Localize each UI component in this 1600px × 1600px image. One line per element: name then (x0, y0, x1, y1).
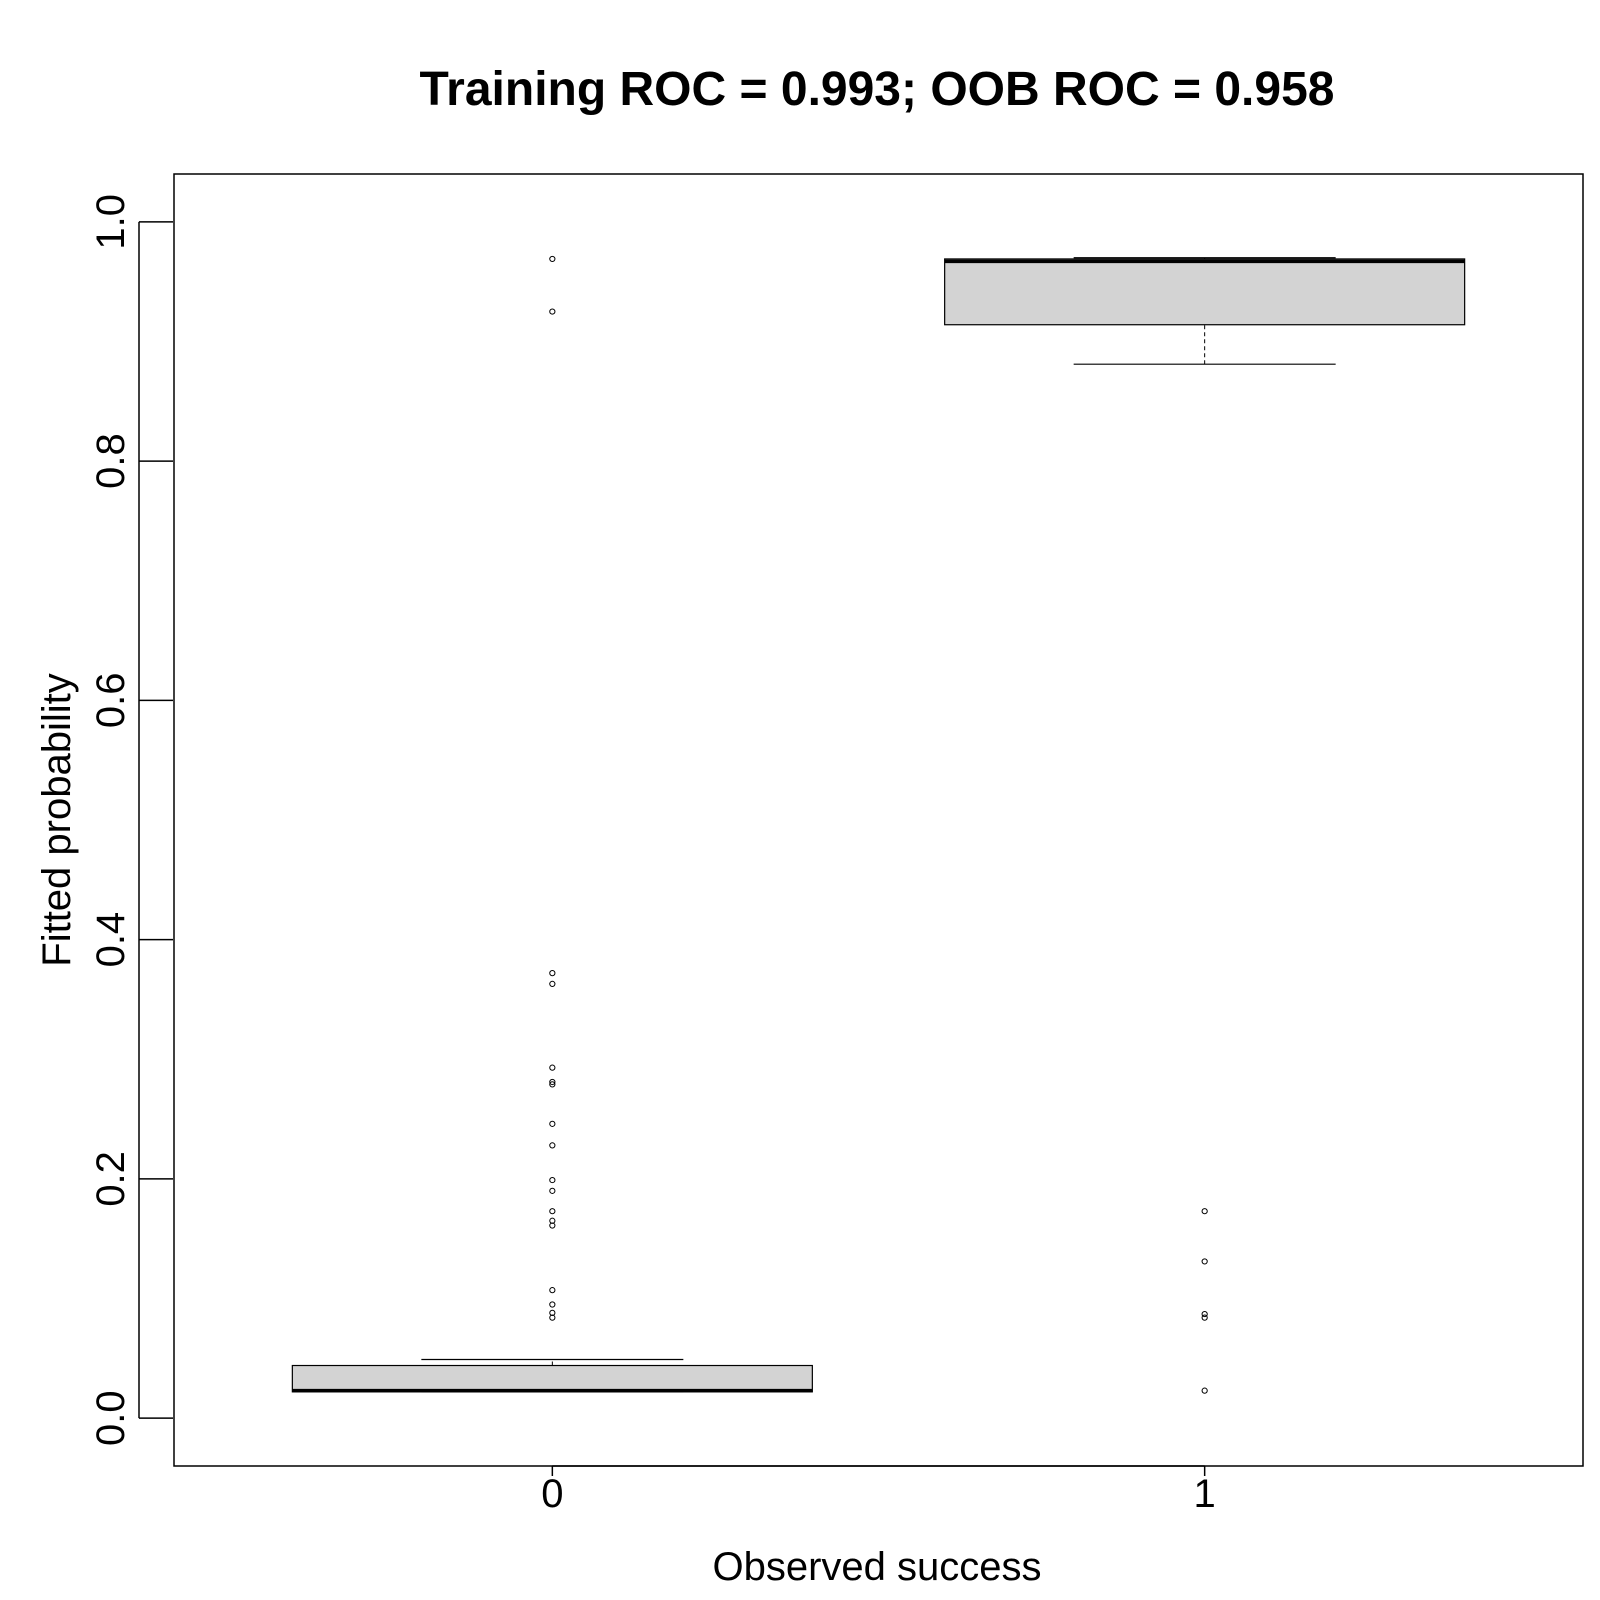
outlier-point (549, 1081, 556, 1088)
box-group-1 (944, 257, 1466, 1394)
outlier-point (549, 980, 556, 987)
outlier-point (549, 1314, 556, 1321)
outlier-point (549, 1208, 556, 1215)
outlier-point (549, 1176, 556, 1184)
box-group-0 (291, 255, 813, 1393)
outlier-point (549, 1078, 556, 1086)
x-tick-label: 1 (1194, 1472, 1216, 1516)
y-tick-label: 1.0 (89, 194, 133, 250)
y-tick-label: 0.6 (89, 673, 133, 729)
outlier-point (549, 970, 556, 977)
outlier-point (1201, 1310, 1208, 1318)
outlier-point (1201, 1258, 1208, 1265)
y-tick-label: 0.8 (89, 433, 133, 489)
chart-title: Training ROC = 0.993; OOB ROC = 0.958 (420, 63, 1335, 116)
outlier-point (549, 1301, 556, 1308)
y-tick-label: 0.0 (89, 1390, 133, 1446)
outlier-point (1201, 1387, 1208, 1394)
y-axis: 0.0 0.2 0.4 0.6 0.8 1.0 (89, 194, 173, 1446)
outlier-point (549, 255, 556, 263)
outlier-point (549, 1287, 556, 1294)
outlier-point (549, 1222, 556, 1229)
box (944, 258, 1466, 326)
outlier-point (549, 1142, 556, 1149)
y-tick-label: 0.4 (89, 912, 133, 968)
outlier-point (1201, 1314, 1208, 1321)
outlier-point (549, 1187, 556, 1194)
outlier-point (1201, 1208, 1208, 1215)
y-tick-label: 0.2 (89, 1151, 133, 1207)
y-axis-label: Fitted probability (35, 673, 79, 966)
x-tick-label: 0 (541, 1472, 563, 1516)
outlier-point (549, 1120, 556, 1127)
x-axis-label: Observed success (712, 1545, 1041, 1589)
plot-frame (173, 173, 1584, 1467)
box (291, 1364, 813, 1393)
outlier-point (549, 1064, 556, 1071)
boxes-layer (291, 255, 1466, 1394)
outlier-point (549, 308, 556, 315)
